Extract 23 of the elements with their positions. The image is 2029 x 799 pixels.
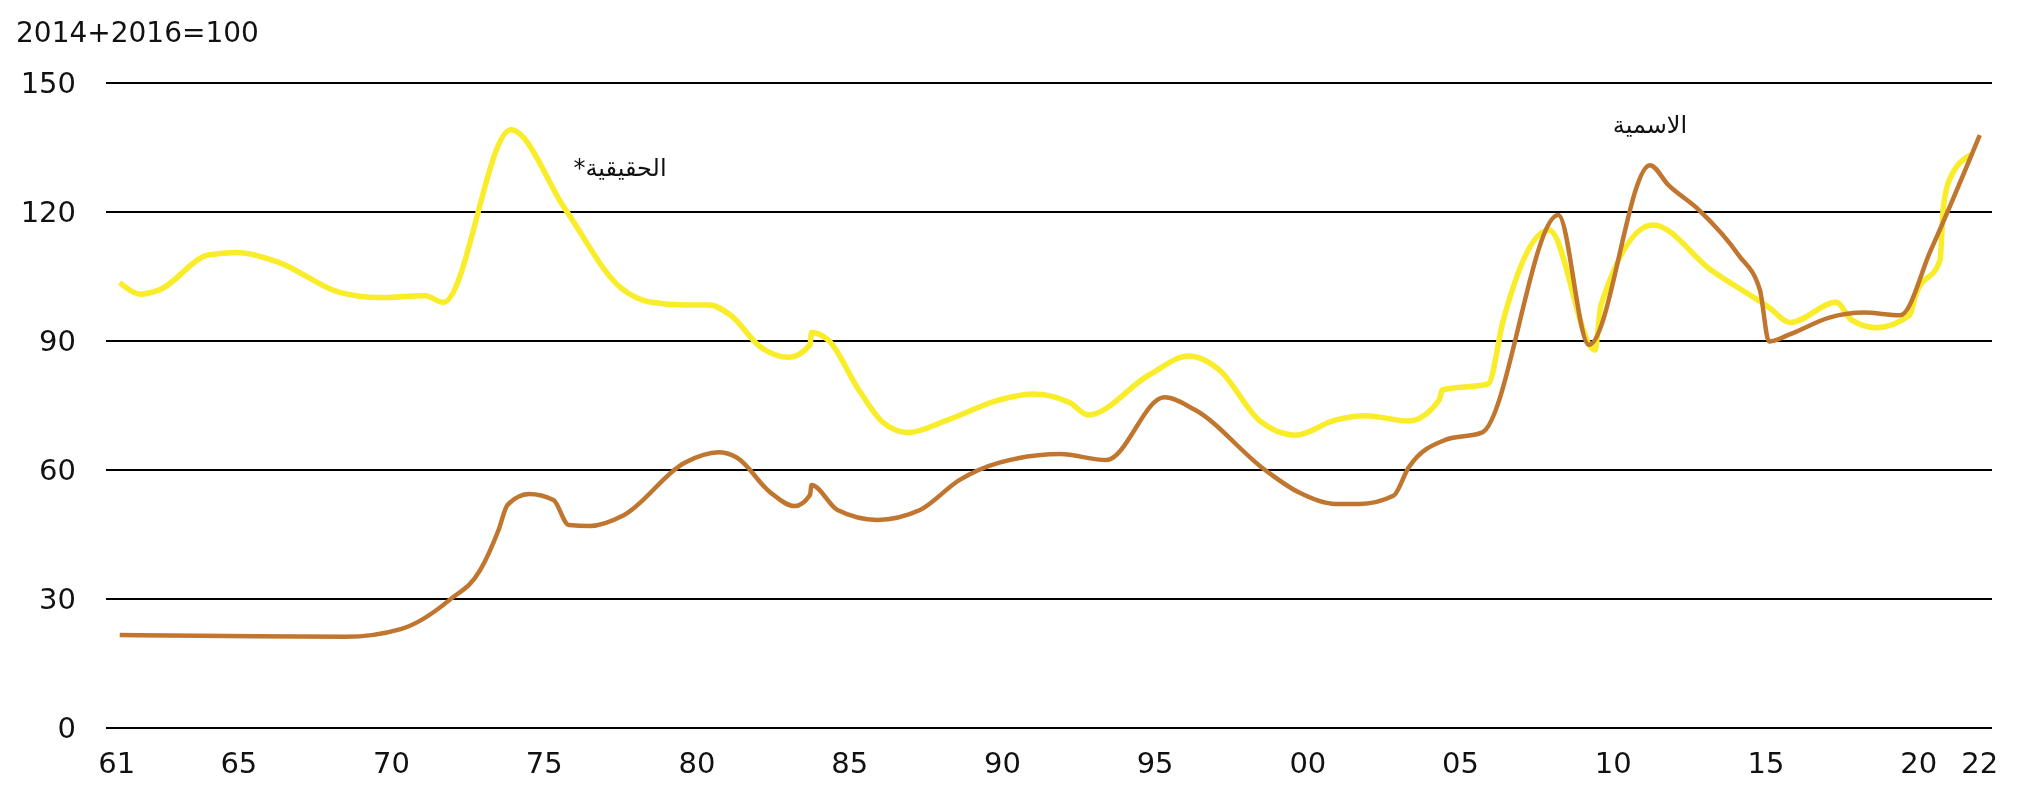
y-tick-label: 30: [39, 582, 76, 617]
x-tick-label: 00: [1289, 746, 1327, 780]
x-tick-label: 90: [983, 746, 1021, 780]
series-label: الحقيقية*: [573, 154, 667, 182]
x-tick-label: 10: [1594, 746, 1632, 780]
x-tick-label: 70: [373, 746, 411, 780]
x-tick-label: 20: [1900, 746, 1938, 780]
x-tick-label: 15: [1747, 746, 1785, 780]
x-tick-label: 85: [831, 746, 869, 780]
x-tick-label: 22: [1961, 746, 1999, 780]
y-tick-label: 60: [39, 453, 76, 488]
y-axis-title: 2014+2016=100: [16, 16, 259, 49]
y-tick-label: 0: [57, 711, 76, 746]
y-tick-label: 150: [20, 66, 76, 101]
x-tick-label: 75: [525, 746, 563, 780]
y-tick-label: 120: [20, 195, 76, 230]
x-tick-label: 61: [98, 746, 136, 780]
x-tick-label: 80: [678, 746, 716, 780]
x-tick-label: 95: [1136, 746, 1174, 780]
series-label: الاسمية: [1612, 111, 1688, 139]
x-tick-label: 65: [220, 746, 258, 780]
x-tick-label: 05: [1442, 746, 1480, 780]
y-tick-label: 90: [39, 324, 76, 359]
